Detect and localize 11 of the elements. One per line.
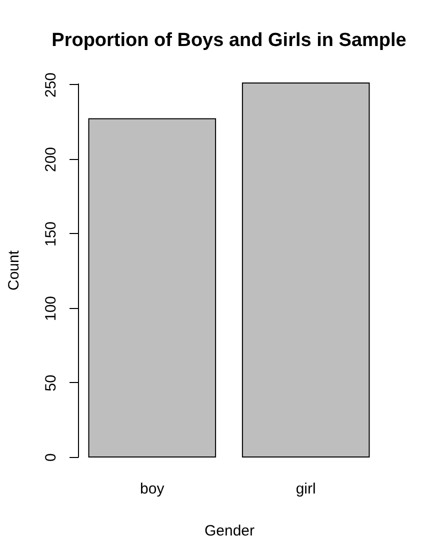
y-tick-label: 50: [42, 374, 60, 392]
y-tick-label: 250: [42, 72, 60, 98]
y-tick-label: 150: [42, 221, 60, 247]
y-tick-label: 200: [42, 146, 60, 172]
x-axis-title: Gender: [204, 522, 255, 540]
x-tick-label: girl: [296, 480, 316, 498]
x-tick-label: boy: [140, 480, 165, 498]
y-axis-title: Count: [6, 250, 22, 291]
y-tick-label: 100: [42, 296, 60, 322]
y-tick-label: 0: [42, 453, 60, 462]
chart-title: Proportion of Boys and Girls in Sample: [52, 30, 406, 51]
